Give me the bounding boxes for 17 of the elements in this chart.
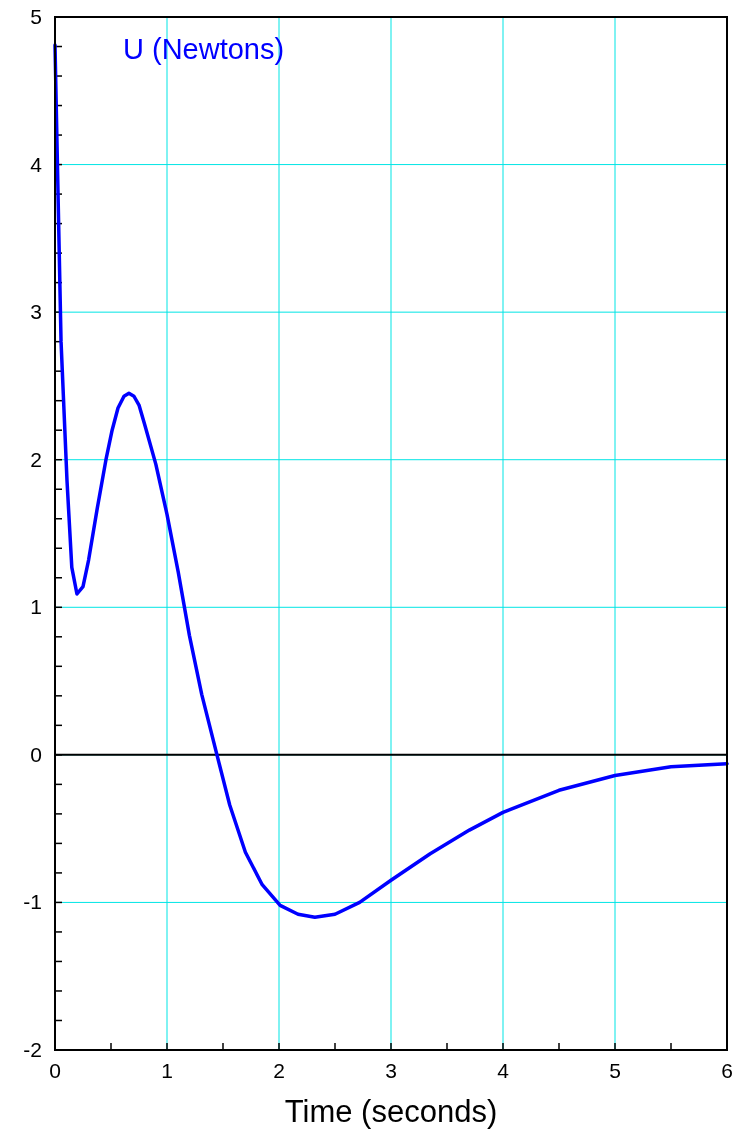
x-tick-label: 6: [721, 1059, 733, 1082]
y-tick-label: 3: [30, 300, 42, 324]
x-tick-label: 0: [49, 1059, 61, 1082]
x-tick-label: 5: [609, 1059, 621, 1082]
y-tick-label: 2: [30, 447, 42, 471]
y-tick-label: -1: [23, 890, 42, 914]
x-tick-label: 1: [161, 1059, 173, 1082]
x-tick-label: 2: [273, 1059, 285, 1082]
x-axis-title: Time (seconds): [284, 1094, 498, 1129]
y-tick-label: 4: [30, 152, 43, 176]
text: U (Newtons): [123, 33, 285, 66]
x-tick-label: 4: [497, 1059, 510, 1082]
y-tick-label: 1: [30, 595, 42, 619]
y-tick-label: 0: [30, 742, 42, 766]
y-tick-label: 5: [30, 5, 42, 28]
y-tick-label: -2: [23, 1038, 42, 1061]
x-tick-label: 3: [385, 1059, 397, 1082]
